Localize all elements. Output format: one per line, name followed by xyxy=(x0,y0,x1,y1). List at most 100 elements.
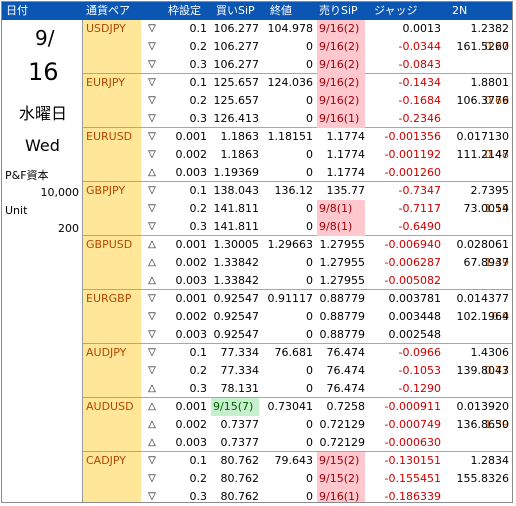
step-cell[interactable]: 0.002 xyxy=(175,256,208,269)
close-cell[interactable]: 0 xyxy=(306,40,313,53)
step-cell[interactable]: 0.1 xyxy=(189,184,208,197)
buy-cell[interactable]: 80.762 xyxy=(220,472,260,485)
step-cell[interactable]: 0.003 xyxy=(175,166,208,179)
step-cell[interactable]: 0.3 xyxy=(189,220,208,233)
swap-cell[interactable]: -0.001260 xyxy=(384,166,441,179)
direction-mark[interactable]: △ xyxy=(148,257,156,268)
sell-cell[interactable]: 0.7258 xyxy=(326,400,366,413)
sell-cell[interactable]: 0.88779 xyxy=(319,310,366,323)
step-cell[interactable]: 0.003 xyxy=(175,436,208,449)
direction-mark[interactable]: ▽ xyxy=(148,131,156,142)
step-cell[interactable]: 0.002 xyxy=(175,418,208,431)
close-cell[interactable]: 76.681 xyxy=(274,346,314,359)
direction-mark[interactable]: ▽ xyxy=(148,473,156,484)
sell-cell[interactable]: 1.27955 xyxy=(319,238,366,251)
unit-label[interactable]: Unit xyxy=(5,204,28,217)
buy-cell[interactable]: 0.92547 xyxy=(213,328,260,341)
direction-mark[interactable]: ▽ xyxy=(148,113,156,124)
close-cell[interactable]: 136.12 xyxy=(274,184,314,197)
n2-cell[interactable]: 102.1964 xyxy=(456,310,510,323)
swap-cell[interactable]: 0.003448 xyxy=(388,310,442,323)
swap-cell[interactable]: 0.0013 xyxy=(402,22,442,35)
direction-mark[interactable]: ▽ xyxy=(148,23,156,34)
n2-cell[interactable] xyxy=(445,326,509,344)
pair-value[interactable]: 0.9 xyxy=(491,310,510,323)
n2-cell[interactable] xyxy=(445,164,509,182)
step-cell[interactable]: 0.1 xyxy=(189,454,208,467)
buy-cell[interactable]: 125.657 xyxy=(213,76,260,89)
n2-cell[interactable]: 139.8043 xyxy=(456,364,510,377)
n2-cell[interactable]: 0.014377 xyxy=(456,292,510,305)
step-cell[interactable]: 0.003 xyxy=(175,274,208,287)
n2-cell[interactable]: 1.2834 xyxy=(470,454,510,467)
direction-mark[interactable]: △ xyxy=(148,167,156,178)
sell-cell[interactable]: 9/16(2) xyxy=(317,20,365,38)
close-cell[interactable]: 0 xyxy=(306,112,313,125)
step-cell[interactable]: 0.3 xyxy=(189,112,208,125)
step-cell[interactable]: 0.003 xyxy=(175,328,208,341)
buy-cell[interactable]: 1.1863 xyxy=(220,148,260,161)
pair-value[interactable]: 1.49 xyxy=(484,256,510,269)
sell-cell[interactable]: 1.27955 xyxy=(319,256,366,269)
n2-cell[interactable]: 2.7395 xyxy=(470,184,510,197)
n2-cell[interactable]: 73.0054 xyxy=(463,202,510,215)
step-cell[interactable]: 0.001 xyxy=(175,292,208,305)
direction-mark[interactable]: △ xyxy=(148,401,156,412)
swap-cell[interactable]: -0.000749 xyxy=(384,418,441,431)
n2-cell[interactable] xyxy=(445,218,509,236)
pair-name[interactable]: CADJPY xyxy=(86,454,127,467)
capital-label[interactable]: P&F資本 xyxy=(5,169,49,182)
n2-cell[interactable]: 106.3776 xyxy=(456,94,510,107)
swap-cell[interactable]: -0.001192 xyxy=(384,148,441,161)
header-swap[interactable]: ジャッジ xyxy=(374,4,418,17)
direction-mark[interactable]: ▽ xyxy=(148,95,156,106)
sell-cell[interactable]: 0.72129 xyxy=(319,436,366,449)
close-cell[interactable]: 0 xyxy=(306,274,313,287)
close-cell[interactable]: 0 xyxy=(306,328,313,341)
step-cell[interactable]: 0.001 xyxy=(175,130,208,143)
close-cell[interactable]: 0 xyxy=(306,472,313,485)
sell-cell[interactable]: 9/16(2) xyxy=(317,56,365,74)
direction-mark[interactable]: ▽ xyxy=(148,311,156,322)
direction-mark[interactable]: ▽ xyxy=(148,185,156,196)
step-cell[interactable]: 0.1 xyxy=(189,76,208,89)
sell-cell[interactable]: 9/15(2) xyxy=(317,470,365,488)
close-cell[interactable]: 0 xyxy=(306,490,313,503)
close-cell[interactable]: 0 xyxy=(306,256,313,269)
direction-mark[interactable]: △ xyxy=(148,275,156,286)
pair-value[interactable]: 1.19 xyxy=(484,202,510,215)
step-cell[interactable]: 0.002 xyxy=(175,310,208,323)
close-cell[interactable]: 0.73041 xyxy=(267,400,314,413)
direction-mark[interactable]: △ xyxy=(148,239,156,250)
pair-value[interactable]: 0.48 xyxy=(484,148,510,161)
sell-cell[interactable]: 135.77 xyxy=(326,184,366,197)
direction-mark[interactable]: ▽ xyxy=(148,203,156,214)
sell-cell[interactable]: 76.474 xyxy=(326,346,366,359)
sell-cell[interactable]: 9/16(1) xyxy=(317,488,365,502)
n2-cell[interactable] xyxy=(445,56,509,74)
sell-cell[interactable]: 9/16(1) xyxy=(317,110,365,128)
close-cell[interactable]: 0 xyxy=(306,58,313,71)
direction-mark[interactable]: ▽ xyxy=(148,347,156,358)
buy-cell[interactable]: 125.657 xyxy=(213,94,260,107)
n2-cell[interactable]: 161.5260 xyxy=(456,40,510,53)
n2-cell[interactable]: 1.2382 xyxy=(470,22,510,35)
sell-cell[interactable]: 0.88779 xyxy=(319,328,366,341)
n2-cell[interactable]: 0.028061 xyxy=(456,238,510,251)
close-cell[interactable]: 0 xyxy=(306,418,313,431)
swap-cell[interactable]: -0.000630 xyxy=(384,436,441,449)
pair-name[interactable]: GBPUSD xyxy=(86,238,133,251)
step-cell[interactable]: 0.2 xyxy=(189,202,208,215)
buy-cell[interactable]: 126.413 xyxy=(213,112,260,125)
swap-cell[interactable]: 0.003781 xyxy=(388,292,442,305)
close-cell[interactable]: 0 xyxy=(306,202,313,215)
step-cell[interactable]: 0.002 xyxy=(175,148,208,161)
swap-cell[interactable]: -0.000911 xyxy=(384,400,441,413)
buy-cell[interactable]: 0.7377 xyxy=(220,418,260,431)
swap-cell[interactable]: -0.130151 xyxy=(384,454,441,467)
n2-cell[interactable]: 67.8937 xyxy=(463,256,510,269)
close-cell[interactable]: 124.036 xyxy=(267,76,314,89)
buy-cell[interactable]: 80.762 xyxy=(220,454,260,467)
close-cell[interactable]: 0 xyxy=(306,220,313,233)
step-cell[interactable]: 0.2 xyxy=(189,472,208,485)
